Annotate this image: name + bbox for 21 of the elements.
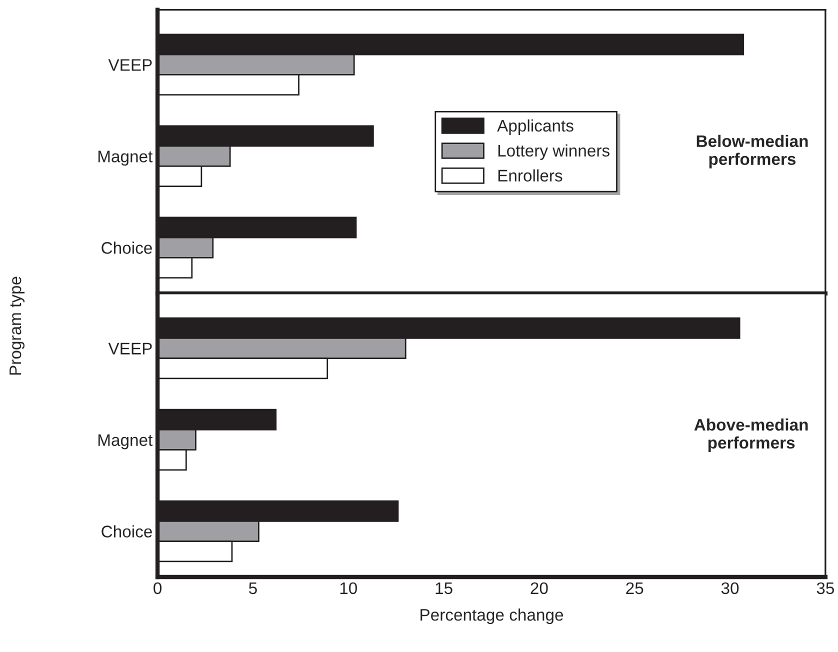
x-tick-label: 25 [626, 582, 644, 594]
y-tick-label: Choice [102, 525, 152, 538]
y-tick-label: Magnet [98, 434, 153, 450]
x-tick-label: 20 [530, 582, 548, 594]
x-tick-label: 15 [436, 582, 452, 594]
x-tick-label: 5 [248, 582, 257, 594]
y-tick-label: Choice [102, 242, 152, 254]
legend-label: Lottery winners [498, 144, 610, 160]
x-tick-label: 35 [816, 582, 834, 594]
annotation: Below-median performers [696, 134, 808, 168]
y-tick-label: VEEP [108, 59, 152, 71]
x-tick-label: 10 [340, 582, 357, 594]
x-tick-label: 0 [154, 582, 162, 594]
legend-label: Applicants [497, 119, 574, 135]
x-tick-label: 30 [721, 582, 739, 594]
y-axis-title: Program type [10, 276, 25, 375]
y-tick-label: VEEP [108, 342, 152, 354]
y-tick-label: Magnet [98, 150, 153, 166]
annotation: Above-median performers [694, 418, 808, 452]
legend-label: Enrollers [498, 169, 562, 182]
x-axis-title: Percentage change [420, 608, 564, 624]
